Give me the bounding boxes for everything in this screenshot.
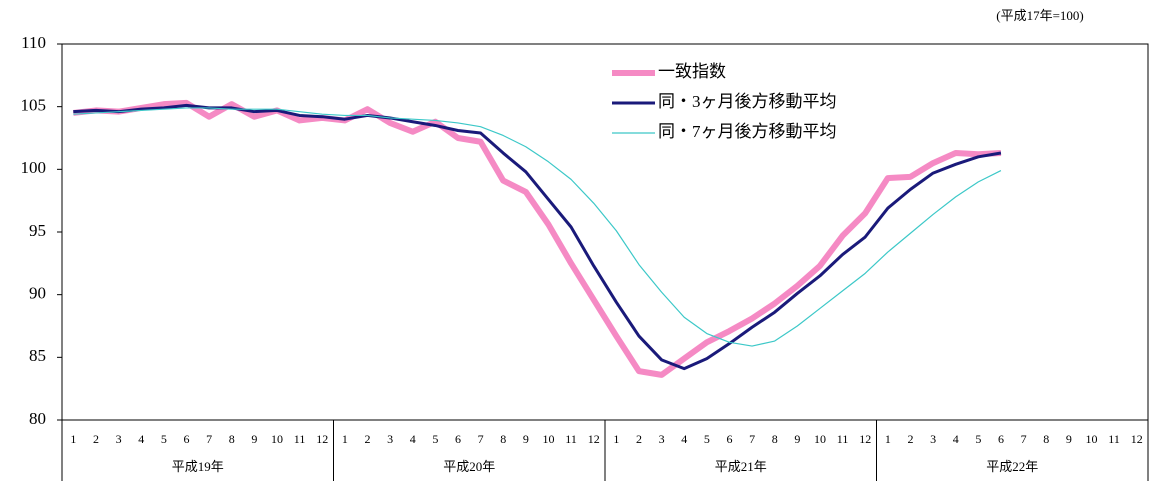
group-label: 平成21年: [715, 459, 767, 474]
x-tick-label: 7: [478, 432, 484, 446]
x-tick-label: 5: [161, 432, 167, 446]
x-tick-label: 2: [364, 432, 370, 446]
x-tick-label: 5: [704, 432, 710, 446]
x-tick-label: 12: [588, 432, 600, 446]
x-tick-label: 2: [93, 432, 99, 446]
legend-label: 一致指数: [658, 62, 726, 81]
x-tick-label: 1: [70, 432, 76, 446]
x-tick-label: 10: [1085, 432, 1097, 446]
x-tick-label: 11: [837, 432, 849, 446]
x-tick-label: 7: [206, 432, 212, 446]
x-tick-label: 1: [342, 432, 348, 446]
group-label: 平成19年: [172, 459, 224, 474]
x-tick-label: 9: [523, 432, 529, 446]
x-tick-label: 9: [1066, 432, 1072, 446]
x-tick-label: 3: [659, 432, 665, 446]
x-tick-label: 3: [387, 432, 393, 446]
unit-note: (平成17年=100): [996, 8, 1084, 23]
x-tick-label: 6: [455, 432, 461, 446]
x-tick-label: 8: [229, 432, 235, 446]
x-tick-label: 6: [726, 432, 732, 446]
series-line: [73, 107, 1002, 347]
x-tick-label: 12: [1131, 432, 1143, 446]
y-tick-label: 90: [29, 284, 46, 303]
y-tick-label: 100: [21, 158, 47, 177]
x-tick-label: 9: [251, 432, 257, 446]
x-tick-label: 11: [565, 432, 577, 446]
x-tick-label: 7: [749, 432, 755, 446]
x-tick-label: 5: [975, 432, 981, 446]
x-tick-label: 4: [953, 432, 959, 446]
x-tick-label: 1: [613, 432, 619, 446]
x-tick-label: 8: [772, 432, 778, 446]
group-label: 平成20年: [443, 459, 495, 474]
x-tick-label: 12: [859, 432, 871, 446]
x-tick-label: 6: [183, 432, 189, 446]
series-line: [73, 103, 1002, 371]
x-tick-label: 11: [294, 432, 306, 446]
x-tick-label: 10: [542, 432, 554, 446]
x-tick-label: 7: [1021, 432, 1027, 446]
x-tick-label: 8: [500, 432, 506, 446]
legend-label: 同・3ヶ月後方移動平均: [658, 92, 837, 111]
legend-label: 同・7ヶ月後方移動平均: [658, 122, 837, 141]
x-tick-label: 5: [432, 432, 438, 446]
x-tick-label: 8: [1043, 432, 1049, 446]
x-tick-label: 4: [138, 432, 144, 446]
x-tick-label: 4: [410, 432, 416, 446]
y-tick-label: 85: [29, 346, 46, 365]
x-tick-label: 2: [907, 432, 913, 446]
x-tick-label: 12: [316, 432, 328, 446]
y-tick-label: 105: [21, 96, 47, 115]
y-tick-label: 80: [29, 409, 46, 428]
x-tick-label: 3: [116, 432, 122, 446]
group-label: 平成22年: [986, 459, 1038, 474]
x-tick-label: 1: [885, 432, 891, 446]
x-tick-label: 10: [271, 432, 283, 446]
y-tick-label: 110: [21, 33, 46, 52]
x-tick-label: 10: [814, 432, 826, 446]
y-tick-label: 95: [29, 221, 46, 240]
series-line: [72, 99, 1002, 378]
plot-frame: [61, 43, 1149, 421]
x-tick-label: 2: [636, 432, 642, 446]
x-tick-label: 3: [930, 432, 936, 446]
x-tick-label: 11: [1108, 432, 1120, 446]
x-tick-label: 9: [794, 432, 800, 446]
x-tick-label: 4: [681, 432, 687, 446]
x-tick-label: 6: [998, 432, 1004, 446]
